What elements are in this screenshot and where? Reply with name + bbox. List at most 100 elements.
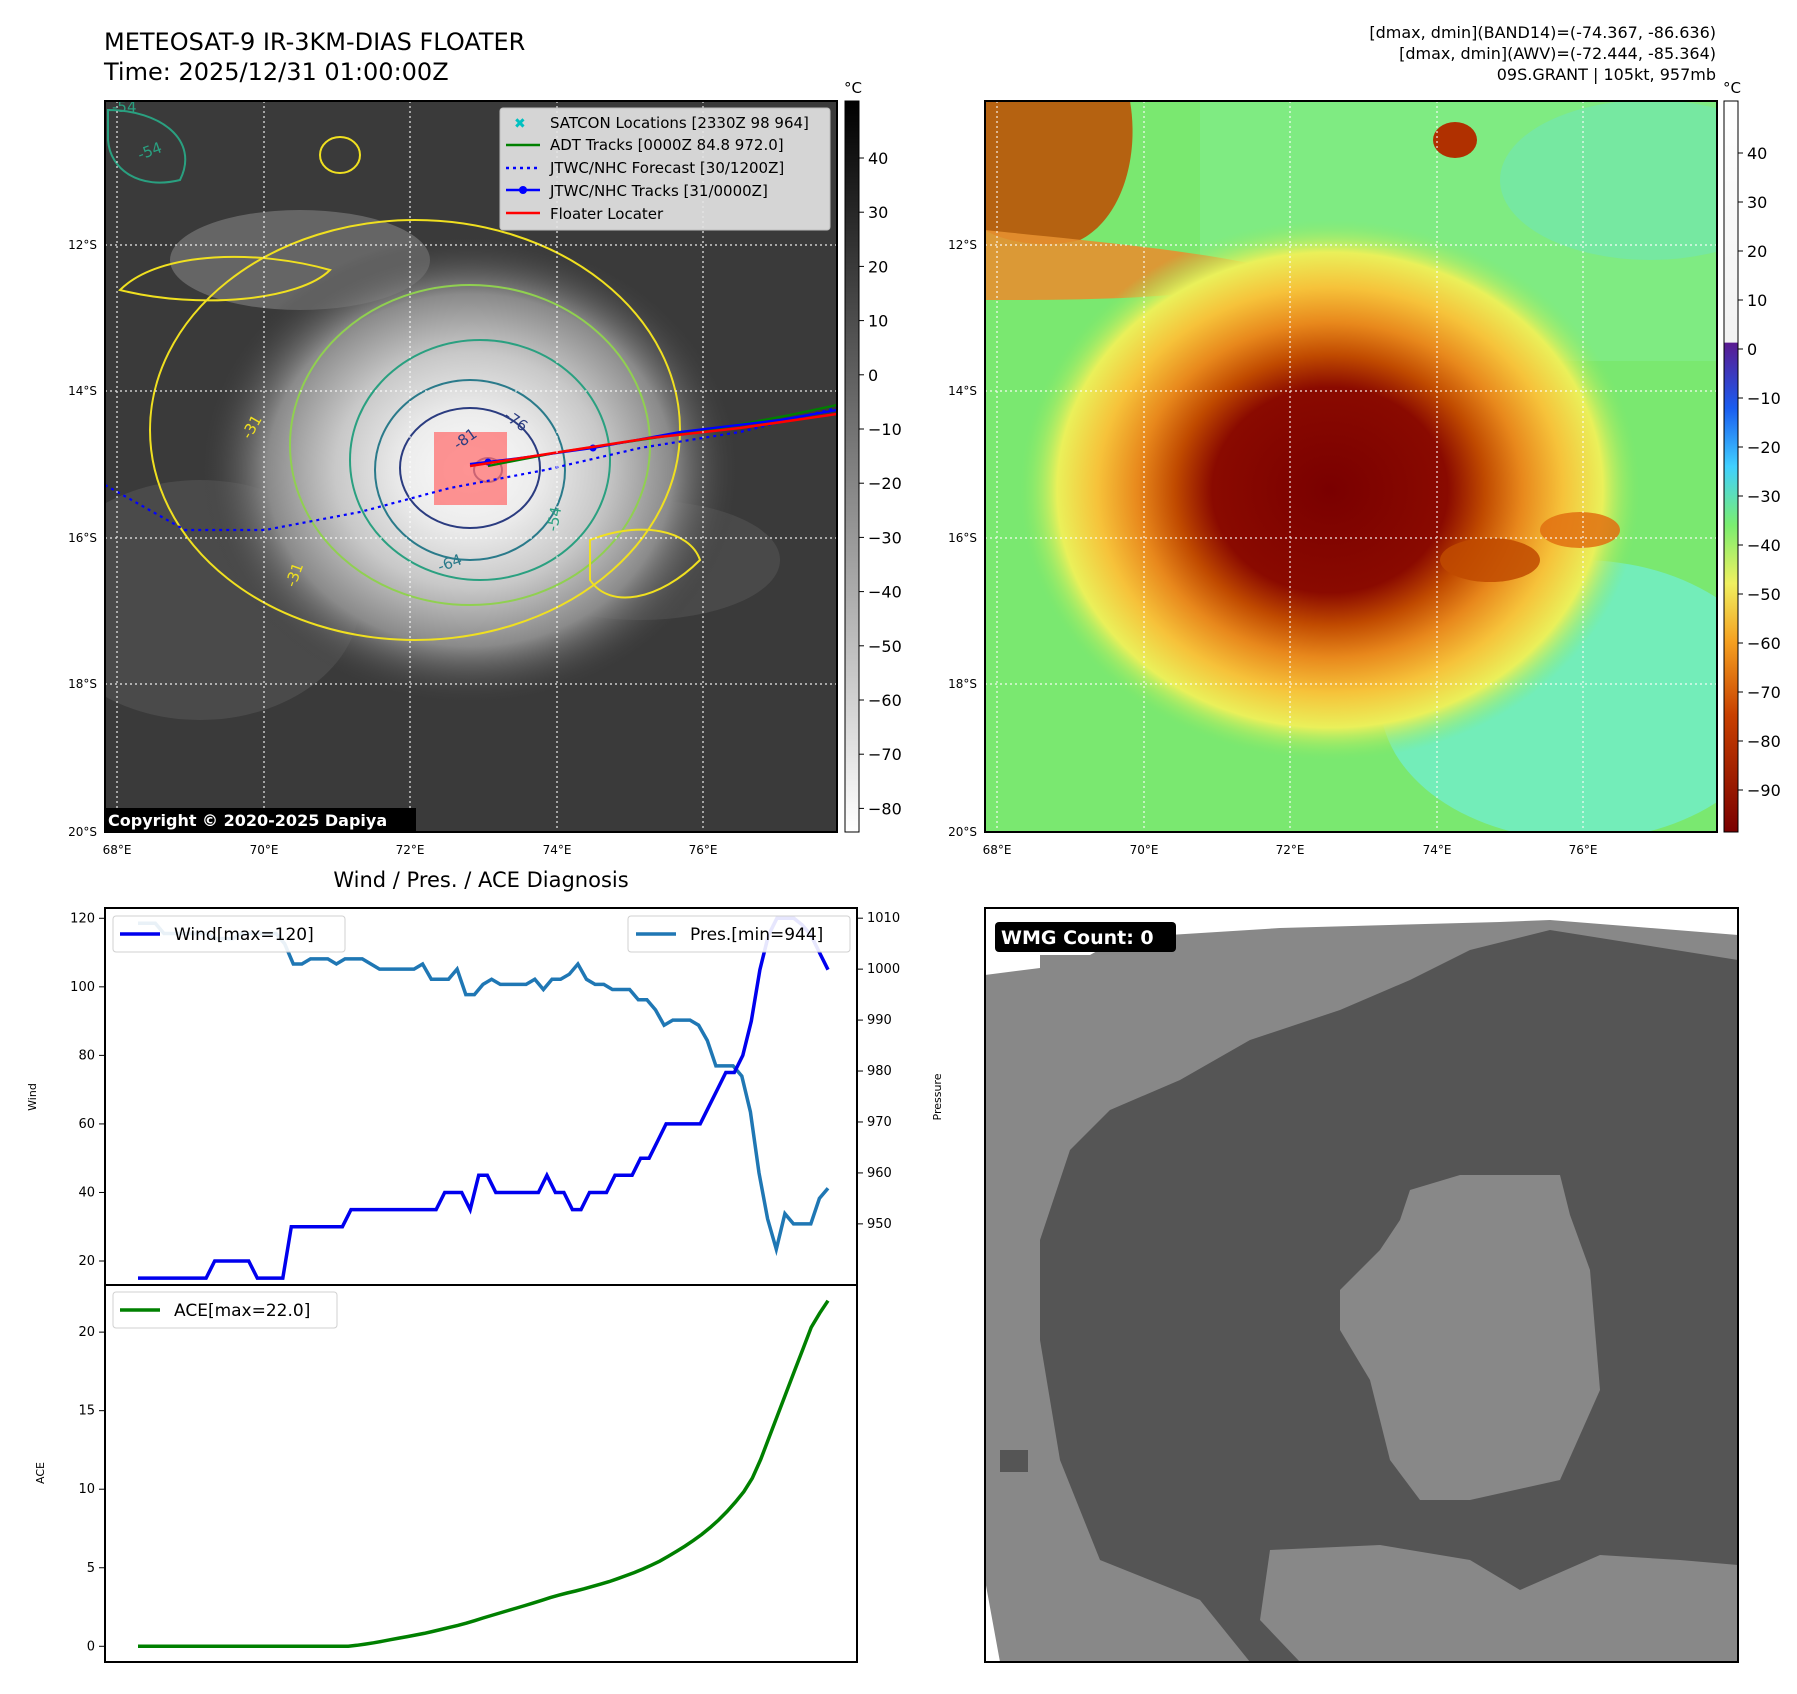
wmg-count-badge: [995, 922, 1176, 952]
lon-tick-label: 74°E: [543, 843, 572, 857]
lat-tick-label: 14°S: [68, 384, 97, 398]
colorbar-tick-label: 0: [1747, 340, 1757, 359]
lon-tick-label: 70°E: [1130, 843, 1159, 857]
legend-box: [499, 107, 831, 231]
awv-lat-ticks: 12°S 14°S 16°S 18°S 20°S: [948, 238, 977, 839]
y-tick-label: 60: [78, 1117, 95, 1132]
colorbar-tick-label: −20: [1747, 438, 1781, 457]
stats-band14: [dmax, dmin](BAND14)=(-74.367, -86.636): [1369, 23, 1716, 42]
copyright-badge: [104, 808, 416, 832]
pressure-legend: Pres.[min=944]: [627, 915, 851, 953]
y-tick-label: 10: [78, 1482, 95, 1497]
legend-mark-satcon: ✖: [514, 116, 526, 132]
wind-legend-box: [112, 915, 346, 953]
ir-panel-frame: [104, 100, 838, 833]
colorbar-tick-label: −40: [868, 583, 902, 602]
awv-panel-frame: [984, 100, 1718, 833]
colorbar-tick-label: −70: [1747, 683, 1781, 702]
wind-plot-frame: [104, 907, 858, 1286]
awv-lon-ticks: 68°E 70°E 72°E 74°E 76°E: [983, 843, 1598, 857]
wind-pressure-chart: Wind / Pres. / ACE Diagnosis 120 100 80 60 4…: [26, 868, 944, 1286]
lat-tick-label: 20°S: [948, 825, 977, 839]
figure-time: Time: 2025/12/31 01:00:00Z: [103, 58, 449, 86]
wind-legend-label: Wind[max=120]: [174, 925, 314, 945]
ir-lat-ticks: 12°S 14°S 16°S 18°S 20°S: [68, 238, 97, 839]
colorbar-tick-label: −50: [868, 637, 902, 656]
ir-legend: ✖ SATCON Locations [2330Z 98 964] ADT Tr…: [499, 107, 831, 231]
awv-dry-region: [1500, 101, 1717, 260]
colorbar-tick-label: 10: [868, 312, 888, 331]
y-tick-label: 980: [867, 1064, 892, 1079]
pressure-legend-box: [627, 915, 851, 953]
legend-label-adt: ADT Tracks [0000Z 84.8 972.0]: [550, 136, 784, 154]
figure-title: METEOSAT-9 IR-3KM-DIAS FLOATER: [104, 28, 525, 56]
awv-gridlines: [985, 101, 1717, 832]
ace-legend-box: [112, 1291, 338, 1329]
lon-tick-label: 72°E: [396, 843, 425, 857]
lat-tick-label: 18°S: [68, 677, 97, 691]
contour-line: [118, 255, 332, 302]
wind-y-label: Wind: [26, 1083, 39, 1111]
lat-tick-label: 20°S: [68, 825, 97, 839]
ace-legend-label: ACE[max=22.0]: [174, 1301, 310, 1321]
y-tick-label: 970: [867, 1115, 892, 1130]
lon-tick-label: 72°E: [1276, 843, 1305, 857]
lon-tick-label: 76°E: [1569, 843, 1598, 857]
copyright-text: Copyright © 2020-2025 Dapiya: [108, 811, 387, 830]
ace-plot-frame: [104, 1284, 858, 1663]
contour-label-54: -54: [112, 98, 137, 116]
colorbar-tick-label: −90: [1747, 781, 1781, 800]
awv-colorbar: [1723, 100, 1739, 833]
contour-line: [289, 284, 651, 606]
legend-label-forecast: JTWC/NHC Forecast [30/1200Z]: [549, 159, 784, 177]
lon-tick-label: 68°E: [983, 843, 1012, 857]
ace-chart: 20 15 10 5 0 ACE ACE[max=22.0]: [34, 1284, 858, 1663]
stats-storm: 09S.GRANT | 105kt, 957mb: [1497, 65, 1716, 84]
wmg-count-text: WMG Count: 0: [1001, 927, 1154, 949]
legend-label-floater: Floater Locater: [550, 205, 664, 223]
forecast-track: [105, 406, 837, 532]
awv-colorbar-ticks: 40 30 20 10 0 −10 −20 −30 −40 −50 −60 −70 −80 −90: [1738, 144, 1781, 800]
pressure-y-ticks: 1010 1000 990 980 970 960 950: [857, 911, 900, 1232]
awv-cell: [1540, 512, 1620, 548]
awv-moist-region: [985, 101, 1133, 245]
ir-colorbar-ticks: 40 30 20 10 0 −10 −20 −30 −40 −50 −60 −70 −80: [859, 149, 902, 818]
lon-tick-label: 74°E: [1423, 843, 1452, 857]
contour-line: [374, 379, 566, 561]
ace-series-line: [138, 1299, 830, 1649]
ace-y-label: ACE: [34, 1462, 47, 1484]
diagnosis-title: Wind / Pres. / ACE Diagnosis: [333, 868, 628, 892]
floater-locator-track: [469, 412, 837, 468]
lon-tick-label: 76°E: [689, 843, 718, 857]
wind-legend: Wind[max=120]: [112, 915, 346, 953]
colorbar-tick-label: −10: [1747, 389, 1781, 408]
colorbar-tick-label: −80: [1747, 732, 1781, 751]
wmg-region-eye: [1340, 1175, 1600, 1500]
colorbar-tick-label: −20: [868, 474, 902, 493]
lon-tick-label: 68°E: [103, 843, 132, 857]
colorbar-tick-label: −30: [868, 528, 902, 547]
lat-tick-label: 16°S: [948, 531, 977, 545]
y-tick-label: 15: [78, 1404, 95, 1419]
y-tick-label: 120: [70, 911, 95, 926]
colorbar-tick-label: 40: [1747, 144, 1767, 163]
ace-y-ticks: 20 15 10 5 0: [78, 1325, 105, 1654]
contour-line: [149, 219, 681, 641]
colorbar-tick-label: −40: [1747, 536, 1781, 555]
y-tick-label: 100: [70, 980, 95, 995]
y-tick-label: 950: [867, 1217, 892, 1232]
awv-colorbar-unit: °C: [1723, 79, 1741, 97]
lon-tick-label: 70°E: [250, 843, 279, 857]
ir-satellite-panel: -81 -76 -64 -54 -54 -31 -31 -54 Copyrigh…: [68, 79, 902, 857]
legend-label-jtwc: JTWC/NHC Tracks [31/0000Z]: [549, 182, 768, 200]
lat-tick-label: 18°S: [948, 677, 977, 691]
ir-colorbar: [844, 100, 860, 833]
y-tick-label: 1000: [867, 962, 900, 977]
colorbar-tick-label: 10: [1747, 291, 1767, 310]
colorbar-tick-label: −70: [868, 745, 902, 764]
y-tick-label: 990: [867, 1013, 892, 1028]
colorbar-tick-label: −30: [1747, 487, 1781, 506]
stats-awv: [dmax, dmin](AWV)=(-72.444, -85.364): [1399, 44, 1716, 63]
